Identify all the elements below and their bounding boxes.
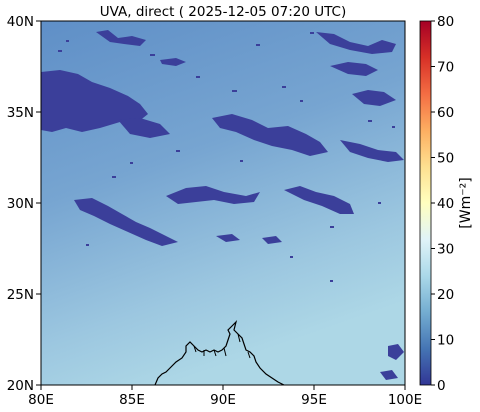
colorbar-tick-label: 60 bbox=[437, 105, 454, 121]
colorbar-tick-label: 0 bbox=[437, 378, 446, 394]
cloud-band-southwest bbox=[74, 198, 178, 246]
cloud-patch-south-east bbox=[262, 236, 282, 244]
cloud-patch-north-center bbox=[160, 58, 186, 66]
x-axis: 80E 85E 90E 95E 100E bbox=[28, 385, 422, 408]
cloud-band-southeast bbox=[284, 186, 354, 214]
cloud-band-northeast bbox=[316, 32, 396, 54]
cloud-band-north bbox=[96, 30, 146, 46]
cloud-band-northwest-extension bbox=[118, 118, 170, 138]
x-tick-label: 90E bbox=[210, 392, 236, 408]
cloud-speckles bbox=[58, 32, 395, 282]
colorbar-tick-label: 30 bbox=[437, 242, 454, 258]
cloud-patch-far-southeast bbox=[388, 344, 404, 360]
cloud-band-east-upper bbox=[330, 62, 378, 76]
colorbar-gradient bbox=[419, 20, 432, 386]
y-tick-label: 35N bbox=[7, 105, 34, 121]
colorbar-tick-label: 10 bbox=[437, 333, 454, 349]
y-tick-label: 25N bbox=[7, 287, 34, 303]
cloud-band-east-middle bbox=[340, 140, 404, 162]
y-tick-label: 30N bbox=[7, 196, 34, 212]
x-tick-label: 85E bbox=[119, 392, 145, 408]
colorbar-tick-label: 40 bbox=[437, 196, 454, 212]
x-tick-label: 80E bbox=[28, 392, 54, 408]
cloud-band-central bbox=[212, 114, 328, 156]
cloud-masks bbox=[41, 30, 404, 380]
map-panel bbox=[41, 21, 405, 385]
cloud-band-east bbox=[352, 90, 396, 106]
y-tick-label: 40N bbox=[7, 14, 34, 30]
colorbar: 0 10 20 30 40 50 60 70 80 [Wm⁻²] bbox=[419, 14, 474, 394]
colorbar-tick-label: 70 bbox=[437, 60, 454, 76]
colorbar-label: [Wm⁻²] bbox=[458, 177, 474, 228]
coastline-inlets bbox=[193, 333, 251, 359]
colorbar-tick-label: 50 bbox=[437, 151, 454, 167]
cloud-band-northwest bbox=[41, 70, 148, 132]
y-axis: 20N 25N 30N 35N 40N bbox=[7, 14, 41, 394]
colorbar-tick-label: 20 bbox=[437, 287, 454, 303]
colorbar-tick-label: 80 bbox=[437, 14, 454, 30]
cloud-band-south-center bbox=[166, 186, 260, 204]
cloud-patch-south bbox=[216, 234, 240, 242]
y-tick-label: 20N bbox=[7, 378, 34, 394]
colorbar-ticks: 0 10 20 30 40 50 60 70 80 bbox=[431, 14, 454, 394]
x-tick-label: 95E bbox=[301, 392, 327, 408]
coastline bbox=[154, 320, 285, 385]
x-tick-label: 100E bbox=[388, 392, 422, 408]
cloud-patch-east-coast bbox=[380, 370, 398, 380]
map-title: UVA, direct ( 2025-12-05 07:20 UTC) bbox=[100, 4, 347, 20]
